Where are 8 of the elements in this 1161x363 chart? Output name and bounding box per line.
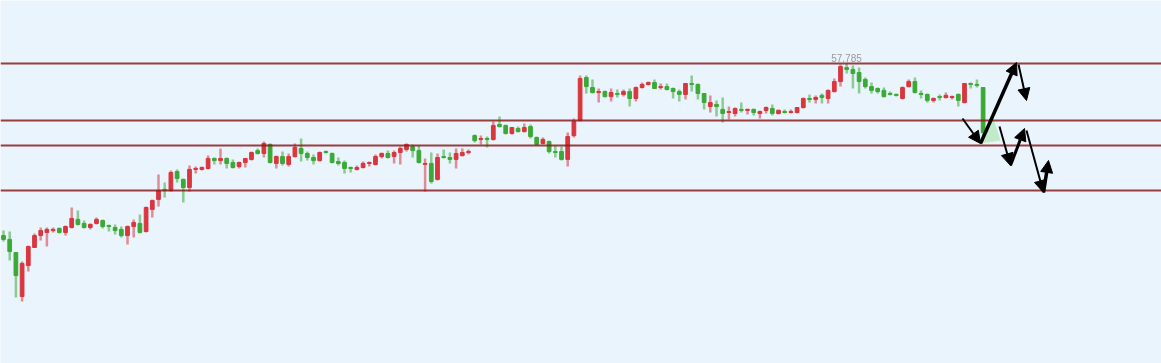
candlestick bbox=[807, 93, 812, 104]
candlestick bbox=[707, 94, 713, 114]
candlestick bbox=[714, 99, 719, 118]
annotation: 57.785 bbox=[831, 52, 863, 64]
candlestick bbox=[738, 101, 744, 114]
candlestick bbox=[614, 88, 620, 99]
candlestick bbox=[218, 147, 223, 166]
candlestick bbox=[596, 87, 602, 104]
